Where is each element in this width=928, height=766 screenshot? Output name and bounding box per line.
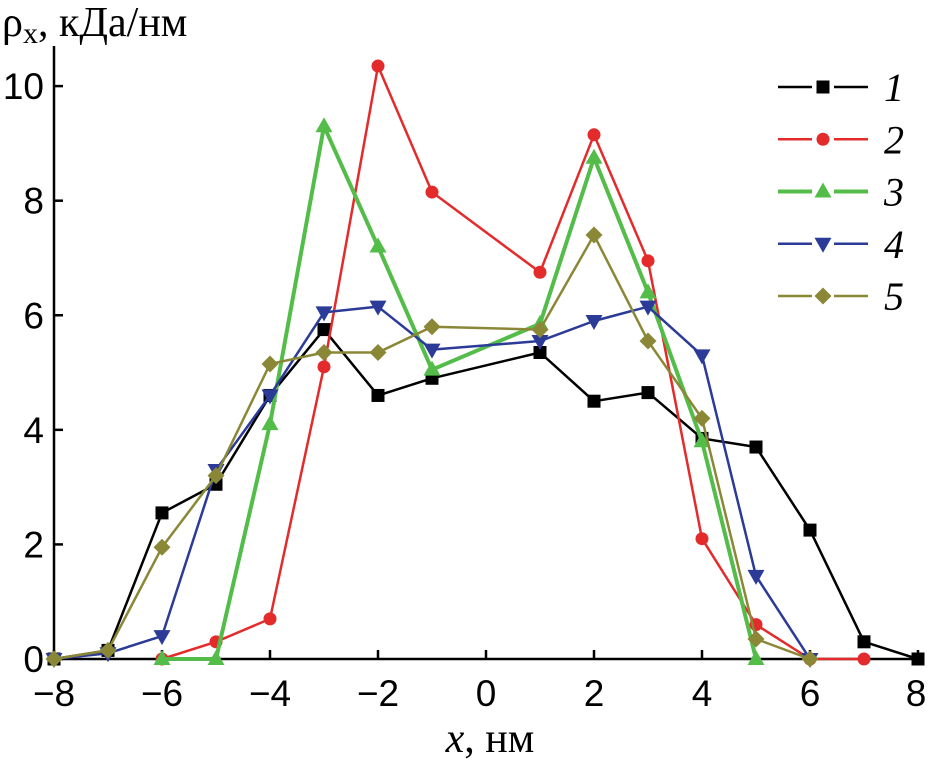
- series-3-point: [315, 117, 333, 133]
- y-axis-title: ρx, кДа/нм: [2, 0, 187, 50]
- series-5-point: [747, 630, 765, 648]
- series-4-point: [153, 630, 171, 646]
- series-3-point: [369, 237, 387, 253]
- series-3-point: [261, 415, 279, 431]
- x-tick-label: 0: [476, 673, 497, 714]
- x-tick-label: −4: [249, 673, 291, 714]
- series-2-point: [317, 360, 331, 374]
- series-5-point: [423, 318, 441, 336]
- legend-label-5: 5: [884, 274, 904, 319]
- axis-ticks: −8 −6 −4 −2 0 2 4 6 8 0 2 4 6 8 10: [3, 66, 926, 714]
- y-tick-label: 0: [23, 639, 44, 680]
- series-3-point: [693, 432, 711, 448]
- series-5-point: [639, 332, 657, 350]
- series-3-point: [153, 650, 171, 665]
- series-4-point: [531, 335, 549, 351]
- series-5-point: [315, 344, 333, 361]
- legend-marker-1: [816, 80, 830, 94]
- legend-item-1: 1: [778, 65, 904, 110]
- series-5-point: [531, 321, 549, 339]
- x-tick-label: −2: [357, 673, 399, 714]
- series-4-point: [639, 300, 657, 316]
- legend-label-4: 4: [884, 222, 904, 267]
- series-layer: [45, 59, 925, 668]
- series-3-point: [423, 360, 441, 376]
- x-axis-title-unit: , нм: [464, 716, 534, 762]
- series-5-point: [45, 650, 63, 668]
- series-2-point: [587, 128, 601, 142]
- series-5-point: [369, 344, 387, 361]
- series-4-line: [53, 305, 812, 661]
- series-3-point: [639, 283, 657, 299]
- x-tick-label: 4: [692, 673, 713, 714]
- legend-marker-5: [814, 287, 832, 305]
- legend-marker-2: [816, 132, 830, 146]
- series-5-point: [207, 467, 225, 485]
- legend-label-3: 3: [883, 170, 904, 215]
- series-3-point: [585, 148, 603, 164]
- legend: 1 2 3 4 5: [778, 65, 904, 319]
- series-1-point: [371, 388, 385, 402]
- legend-item-2: 2: [778, 117, 904, 162]
- series-5-point: [261, 355, 279, 373]
- series-4-point: [423, 343, 441, 359]
- y-axis-title-symbol: ρ: [2, 0, 23, 46]
- y-tick-label: 4: [23, 410, 44, 451]
- legend-marker-4: [814, 237, 832, 253]
- series-4-point: [585, 314, 603, 330]
- series-2-point: [695, 532, 709, 546]
- legend-label-2: 2: [884, 117, 904, 162]
- series-4-point: [693, 349, 711, 365]
- series-5-line: [53, 233, 811, 661]
- series-5-point: [801, 650, 819, 668]
- series-1-point: [803, 523, 817, 537]
- x-tick-label: −8: [33, 673, 75, 714]
- series-5-point: [153, 538, 171, 556]
- legend-item-3: 3: [778, 170, 904, 215]
- series-1-point: [641, 386, 655, 400]
- series-4-point: [747, 569, 765, 585]
- x-tick-label: 6: [800, 673, 821, 714]
- series-4: [45, 300, 819, 668]
- y-axis-title-unit: , кДа/нм: [38, 0, 187, 46]
- series-5-point: [585, 226, 603, 244]
- y-tick-label: 6: [23, 295, 44, 336]
- x-axis-title: x, нм: [445, 716, 535, 762]
- series-2-point: [533, 265, 547, 279]
- series-2-point: [857, 652, 871, 666]
- series-1-line: [53, 328, 919, 661]
- x-tick-label: 2: [584, 673, 605, 714]
- series-5: [45, 226, 819, 668]
- y-tick-label: 2: [23, 524, 44, 565]
- x-axis-title-symbol: x: [445, 716, 465, 762]
- series-2-point: [425, 185, 439, 199]
- y-axis-title-subscript: x: [23, 17, 38, 50]
- series-4-point: [261, 389, 279, 405]
- x-tick-label: −6: [141, 673, 183, 714]
- series-1-point: [317, 323, 331, 337]
- series-1-point: [533, 346, 547, 359]
- series-2-point: [263, 612, 277, 626]
- series-5-point: [99, 641, 117, 659]
- series-4-point: [369, 300, 387, 316]
- legend-label-1: 1: [884, 65, 904, 110]
- series-2-point: [641, 254, 655, 268]
- series-2-point: [371, 59, 385, 73]
- series-5-point: [693, 409, 711, 427]
- legend-item-4: 4: [778, 222, 904, 267]
- legend-item-5: 5: [778, 274, 904, 319]
- series-1-point: [911, 652, 925, 666]
- x-tick-label: 8: [906, 673, 927, 714]
- series-1-point: [857, 635, 871, 649]
- series-1-point: [749, 440, 763, 454]
- series-1-point: [587, 394, 601, 408]
- y-tick-label: 10: [3, 66, 44, 107]
- legend-marker-3: [814, 182, 832, 198]
- series-3-point: [747, 650, 765, 665]
- series-4-point: [315, 306, 333, 322]
- y-tick-label: 8: [23, 181, 44, 222]
- series-3-point: [207, 650, 225, 665]
- series-1-point: [155, 506, 169, 520]
